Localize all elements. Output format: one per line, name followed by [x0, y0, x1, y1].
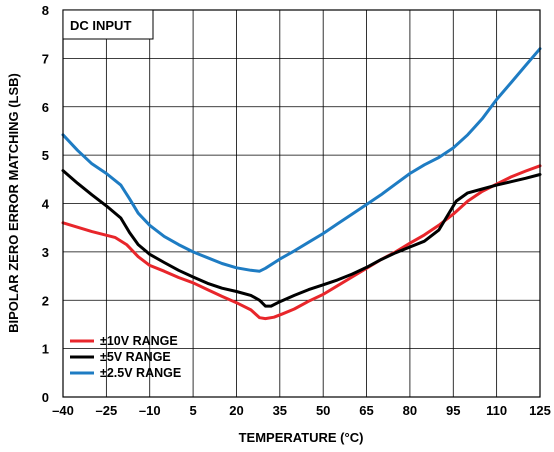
- legend-label-1: ±10V RANGE: [100, 334, 178, 348]
- y-tick-labels: 0 1 2 3 4 5 6 7 8: [42, 3, 50, 405]
- x-tick-label: 35: [273, 403, 287, 418]
- x-tick-label: –40: [52, 403, 74, 418]
- series-line-1: [61, 164, 542, 321]
- x-axis-title: TEMPERATURE (°C): [239, 430, 364, 445]
- y-tick-label: 8: [42, 3, 49, 18]
- y-tick-label: 4: [42, 197, 50, 212]
- y-tick-label: 3: [42, 245, 49, 260]
- legend-label-2: ±5V RANGE: [100, 350, 171, 364]
- y-tick-label: 5: [42, 148, 49, 163]
- x-tick-labels: –40 –25 –10 5 20 35 50 65 80 95 110 125: [52, 403, 551, 418]
- x-tick-label: 50: [316, 403, 330, 418]
- series-group: [61, 47, 542, 321]
- x-tick-label: 20: [229, 403, 243, 418]
- grid: [63, 10, 540, 397]
- x-tick-label: 80: [403, 403, 417, 418]
- series-line-2: [61, 169, 542, 308]
- legend: ±10V RANGE ±5V RANGE ±2.5V RANGE: [70, 334, 181, 380]
- y-tick-label: 6: [42, 100, 49, 115]
- x-tick-label: 65: [359, 403, 373, 418]
- annotation-text: DC INPUT: [70, 18, 131, 33]
- x-tick-label: 5: [189, 403, 196, 418]
- y-tick-label: 1: [42, 342, 49, 357]
- plot-frame: [62, 9, 541, 398]
- x-tick-label: –25: [96, 403, 118, 418]
- x-tick-label: 110: [486, 403, 507, 418]
- legend-label-3: ±2.5V RANGE: [100, 366, 181, 380]
- series-line-3: [61, 47, 542, 273]
- x-tick-label: 125: [529, 403, 551, 418]
- y-tick-label: 0: [42, 390, 49, 405]
- y-tick-label: 7: [42, 51, 49, 66]
- annotation-box: [62, 9, 154, 40]
- x-tick-label: 95: [446, 403, 460, 418]
- y-axis-title: BIPOLAR ZERO ERROR MATCHING (LSB): [6, 73, 21, 333]
- y-tick-label: 2: [42, 293, 49, 308]
- x-tick-label: –10: [139, 403, 161, 418]
